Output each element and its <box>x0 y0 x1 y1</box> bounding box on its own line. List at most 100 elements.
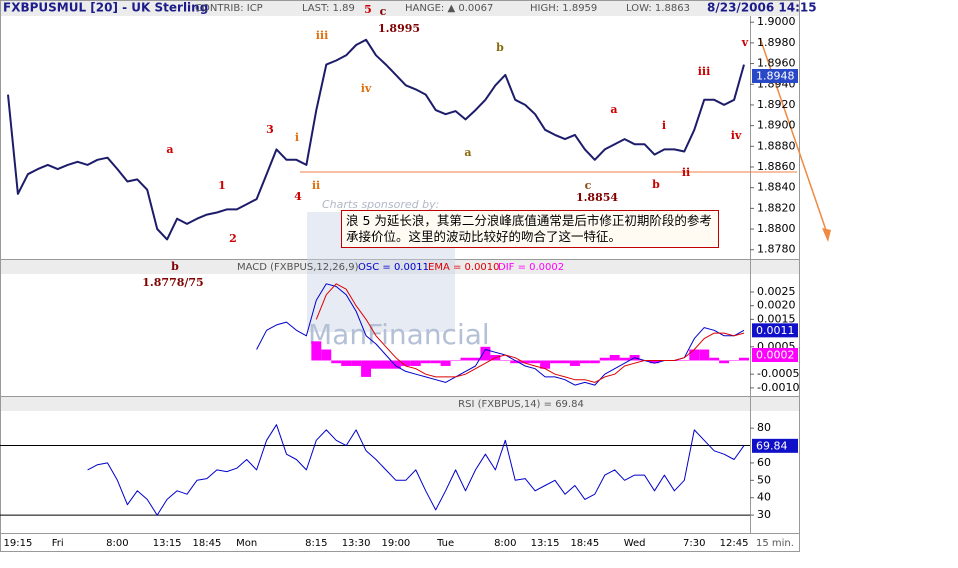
value-box <box>752 323 798 338</box>
wave-label: 5 <box>364 3 372 16</box>
y-tick-label: 1.8920 <box>757 98 796 111</box>
histogram-bar <box>400 360 411 366</box>
histogram-bar <box>341 360 352 366</box>
header-field: HANGE: ▲ 0.0067 <box>405 3 493 14</box>
histogram-bar <box>689 349 700 361</box>
histogram-bar <box>420 360 431 364</box>
y-tick-label: -0.0010 <box>757 381 799 394</box>
histogram-bar <box>589 360 600 364</box>
wave-label: v <box>741 36 749 49</box>
y-tick-label: 0.0020 <box>757 299 796 312</box>
histogram-bar <box>450 360 461 361</box>
header-field: LAST: 1.89 <box>302 3 355 14</box>
y-tick-label: 50 <box>757 473 771 486</box>
histogram-bar <box>390 360 401 369</box>
histogram-bar <box>361 360 372 377</box>
histogram-bar <box>410 360 421 366</box>
histogram-bar <box>430 360 441 364</box>
histogram-bar <box>460 357 471 361</box>
x-tick-label: Mon <box>236 538 257 549</box>
legend-entry: OSC = 0.0011 <box>358 262 429 273</box>
header-date: 8/23/2006 14:15 <box>707 1 817 15</box>
wave-label: 4 <box>294 190 302 203</box>
x-tick-label: 8:00 <box>106 538 128 549</box>
wave-label: iv <box>731 129 742 142</box>
value-box-label: 0.0002 <box>756 349 795 362</box>
histogram-bar <box>579 360 590 364</box>
histogram-bar <box>619 357 630 361</box>
series-line <box>315 283 745 383</box>
wave-label: 3 <box>266 123 274 136</box>
y-tick-label: 1.8820 <box>757 201 796 214</box>
histogram-bar <box>609 355 620 361</box>
series-line <box>87 424 745 516</box>
wave-label: iii <box>316 29 329 42</box>
wave-label: i <box>662 119 666 132</box>
y-tick-label: 1.8900 <box>757 119 796 132</box>
x-tick-label: 19:00 <box>381 538 410 549</box>
wave-label: a <box>464 146 471 159</box>
x-tick-label: 8:15 <box>305 538 327 549</box>
x-tick-label: Wed <box>624 538 646 549</box>
x-tick-label: 18:45 <box>193 538 222 549</box>
x-tick-label: 13:15 <box>153 538 182 549</box>
histogram-bar <box>440 360 451 366</box>
wave-label: 1.8995 <box>378 22 420 35</box>
histogram-bar <box>679 360 690 361</box>
wave-label: a <box>610 103 617 116</box>
header-bar <box>1 1 799 16</box>
arrow-head <box>822 228 831 242</box>
wave-label: iv <box>361 82 372 95</box>
sponsor-name: ManFinancial <box>308 318 490 351</box>
value-box <box>752 68 798 83</box>
wave-label: 1.8854 <box>576 191 618 204</box>
y-tick-label: 0.0015 <box>757 312 796 325</box>
y-tick-label: 1.8860 <box>757 160 796 173</box>
note: 浪 5 为延长浪，其第二分浪峰底值通常是后市修正初期阶段的参考承接价位。这里的波… <box>341 210 719 248</box>
wave-label: a <box>166 143 173 156</box>
histogram-bar <box>560 360 570 364</box>
x-tick-label: 18:45 <box>570 538 599 549</box>
header-bar <box>1 397 799 411</box>
x-tick-label: Fri <box>52 538 64 549</box>
histogram-bar <box>510 360 521 364</box>
histogram-bar <box>321 349 332 361</box>
header-field: LOW: 1.8863 <box>626 3 690 14</box>
histogram-bar <box>380 360 391 369</box>
histogram-bar <box>739 357 749 361</box>
value-box <box>752 438 798 453</box>
value-box-label: 1.8948 <box>756 69 795 82</box>
histogram-bar <box>520 360 531 364</box>
wave-label: iii <box>698 65 711 78</box>
histogram-bar <box>540 360 551 369</box>
x-tick-label: 19:15 <box>4 538 33 549</box>
series-line <box>7 38 745 241</box>
y-tick-label: 0.0025 <box>757 285 796 298</box>
histogram-bar <box>550 360 560 364</box>
y-tick-label: 1.8840 <box>757 181 796 194</box>
wave-label: ii <box>682 166 690 179</box>
x-unit: 15 min. <box>756 538 794 549</box>
histogram-bar <box>649 360 660 364</box>
histogram-bar <box>351 360 362 366</box>
histogram-bar <box>569 360 580 366</box>
y-tick-label: 1.9000 <box>757 15 796 28</box>
wave-label: 1.8778/75 <box>142 276 203 289</box>
header-field: CONTRIB: ICP <box>195 3 263 14</box>
histogram-bar <box>719 360 730 364</box>
y-tick-label: 1.8960 <box>757 57 796 70</box>
chart-title: FXBPUSMUL [20] - UK Sterling <box>3 1 208 15</box>
histogram-bar <box>530 360 541 364</box>
x-tick-label: 13:30 <box>342 538 371 549</box>
legend-entry: DIF = 0.0002 <box>498 262 564 273</box>
histogram-bar <box>470 357 481 361</box>
y-tick-label: 1.8880 <box>757 139 796 152</box>
y-tick-label: 60 <box>757 456 771 469</box>
y-tick-label: 1.8980 <box>757 36 796 49</box>
histogram-bar <box>500 360 511 361</box>
histogram-bar <box>699 349 710 361</box>
histogram-bar <box>709 357 720 361</box>
y-tick-label: 40 <box>757 491 771 504</box>
wave-label: i <box>295 131 299 144</box>
